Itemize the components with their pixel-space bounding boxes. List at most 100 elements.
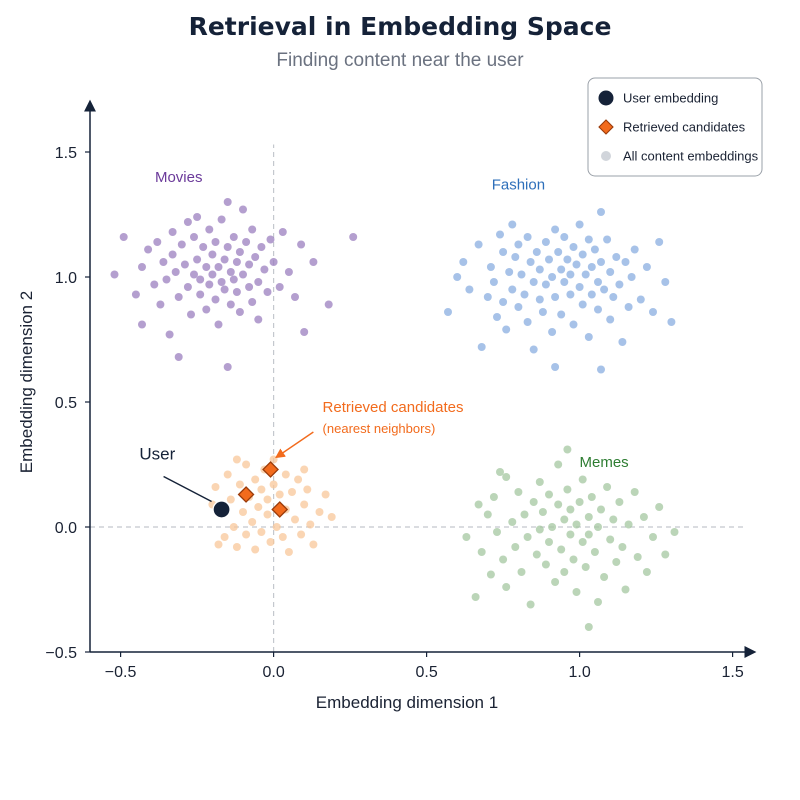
content-point bbox=[254, 503, 263, 511]
content-point bbox=[232, 455, 241, 464]
content-point bbox=[615, 280, 624, 289]
content-point bbox=[655, 238, 664, 246]
content-point bbox=[560, 233, 569, 241]
content-point bbox=[223, 243, 232, 251]
content-point bbox=[624, 520, 633, 529]
content-point bbox=[496, 468, 504, 476]
cluster-label-movies: Movies bbox=[155, 169, 203, 186]
content-point bbox=[572, 260, 581, 269]
content-point bbox=[594, 278, 602, 286]
y-tick-label: 0.5 bbox=[55, 395, 77, 412]
content-point bbox=[496, 230, 504, 239]
content-point bbox=[235, 248, 244, 256]
content-point bbox=[211, 295, 220, 304]
content-point bbox=[284, 548, 293, 556]
content-point bbox=[202, 305, 211, 314]
content-point bbox=[597, 208, 605, 216]
content-point bbox=[229, 233, 238, 241]
content-point bbox=[489, 278, 498, 286]
content-point bbox=[459, 258, 468, 266]
content-point bbox=[639, 513, 648, 521]
content-point bbox=[667, 318, 676, 326]
content-point bbox=[229, 275, 238, 284]
content-point bbox=[196, 275, 205, 284]
y-axis-label: Embedding dimension 2 bbox=[17, 291, 36, 473]
content-point bbox=[655, 503, 664, 511]
content-point bbox=[517, 270, 526, 279]
legend: User embedding Retrieved candidates All co… bbox=[587, 77, 763, 177]
content-point bbox=[554, 248, 563, 256]
content-point bbox=[563, 445, 572, 454]
content-point bbox=[477, 548, 486, 556]
content-point bbox=[545, 255, 553, 264]
content-point bbox=[554, 460, 563, 469]
content-point bbox=[138, 263, 146, 271]
content-point bbox=[471, 593, 480, 601]
chart-subtitle: Finding content near the user bbox=[276, 50, 524, 71]
content-point bbox=[300, 465, 309, 474]
content-point bbox=[603, 483, 612, 491]
content-point bbox=[499, 248, 508, 256]
content-point bbox=[281, 470, 290, 479]
content-point bbox=[523, 233, 532, 241]
content-point bbox=[190, 270, 198, 279]
content-point bbox=[288, 488, 296, 496]
content-point bbox=[110, 270, 119, 279]
content-point bbox=[263, 510, 272, 519]
content-point bbox=[190, 233, 198, 241]
content-point bbox=[235, 480, 244, 489]
content-point bbox=[263, 495, 272, 504]
content-point bbox=[578, 300, 587, 309]
retrieved-candidate-marker bbox=[237, 486, 255, 503]
content-point bbox=[548, 328, 557, 336]
content-point bbox=[208, 250, 217, 259]
content-point bbox=[594, 305, 602, 314]
content-point bbox=[138, 320, 146, 329]
legend-label: Retrieved candidates bbox=[623, 120, 746, 135]
x-tick-label: 1.0 bbox=[568, 664, 590, 681]
content-point bbox=[621, 585, 630, 594]
content-point bbox=[584, 333, 593, 341]
content-point bbox=[254, 278, 263, 286]
content-point bbox=[245, 283, 254, 291]
content-point bbox=[309, 540, 318, 549]
content-point bbox=[223, 470, 232, 479]
content-point bbox=[649, 533, 657, 541]
content-point bbox=[649, 308, 657, 316]
content-point bbox=[590, 245, 599, 254]
content-point bbox=[597, 258, 605, 266]
content-point bbox=[263, 288, 272, 296]
content-point bbox=[202, 263, 211, 271]
content-point bbox=[526, 600, 535, 609]
legend-box bbox=[587, 77, 763, 177]
content-point bbox=[220, 285, 229, 294]
legend-label: All content embeddings bbox=[623, 149, 759, 164]
content-point bbox=[257, 485, 266, 494]
legend-label: User embedding bbox=[623, 91, 718, 106]
content-point bbox=[529, 278, 538, 286]
cluster-label-fashion: Fashion bbox=[492, 177, 545, 194]
content-point bbox=[618, 543, 627, 551]
content-point bbox=[251, 545, 260, 554]
legend-marker bbox=[601, 151, 611, 161]
content-point bbox=[232, 288, 241, 296]
x-tick-label: −0.5 bbox=[105, 664, 137, 681]
content-point bbox=[177, 240, 186, 249]
content-point bbox=[594, 523, 602, 531]
content-point bbox=[554, 500, 563, 509]
retrieved-candidate-marker bbox=[262, 461, 279, 478]
x-tick-label: 1.5 bbox=[721, 664, 743, 681]
x-axis-label: Embedding dimension 1 bbox=[316, 693, 498, 712]
content-point bbox=[670, 528, 679, 536]
content-point bbox=[156, 300, 165, 309]
content-point bbox=[306, 520, 315, 529]
content-point bbox=[557, 265, 566, 274]
content-point bbox=[493, 313, 501, 321]
reference-lines bbox=[90, 144, 745, 652]
content-point bbox=[633, 553, 642, 561]
content-point bbox=[297, 530, 306, 539]
content-point bbox=[505, 268, 514, 276]
content-point bbox=[284, 268, 293, 276]
content-point bbox=[514, 303, 523, 311]
